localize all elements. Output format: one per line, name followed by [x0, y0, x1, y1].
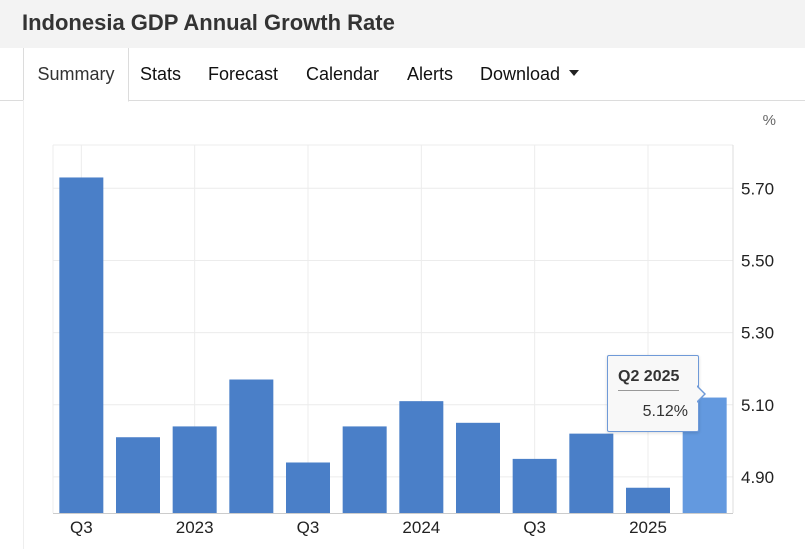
y-tick-label: 5.30 — [741, 324, 774, 343]
tab-summary[interactable]: Summary — [23, 48, 129, 102]
axes: 4.90 5.10 5.30 5.50 5.70 Q3 2023 Q3 2024 Q3 2025 — [53, 179, 774, 537]
y-tick-label: 5.70 — [741, 179, 774, 198]
bar-q4-2024[interactable] — [569, 433, 614, 513]
x-tick-label: Q3 — [523, 518, 546, 537]
bar-q2-2023[interactable] — [229, 379, 274, 513]
bar-q1-2023[interactable] — [172, 426, 217, 513]
tab-bar: Summary Stats Forecast Calendar Alerts D… — [0, 48, 805, 102]
y-tick-label: 5.50 — [741, 251, 774, 270]
tooltip-pointer-fill — [696, 386, 704, 402]
x-tick-label: 2025 — [629, 518, 667, 537]
tab-alerts[interactable]: Alerts — [407, 64, 454, 84]
tooltip-period: Q2 2025 — [618, 368, 680, 391]
y-tick-label: 4.90 — [741, 468, 774, 487]
y-axis-unit: % — [763, 112, 776, 129]
bar-q4-2022[interactable] — [116, 437, 160, 513]
page-header: Indonesia GDP Annual Growth Rate — [0, 0, 805, 49]
tab-download[interactable]: Download — [480, 48, 580, 100]
tooltip-value: 5.12% — [642, 403, 688, 420]
chart-tooltip: Q2 2025 5.12% — [607, 355, 699, 432]
caret-down-icon — [569, 70, 580, 77]
x-tick-label: 2024 — [402, 518, 440, 537]
tab-calendar[interactable]: Calendar — [306, 64, 380, 84]
page-title: Indonesia GDP Annual Growth Rate — [22, 10, 395, 35]
bar-q4-2023[interactable] — [342, 426, 387, 513]
x-tick-label: Q3 — [297, 518, 320, 537]
tab-forecast[interactable]: Forecast — [208, 64, 279, 84]
tab-download-label: Download — [480, 64, 561, 84]
bars — [59, 177, 727, 513]
bar-q2-2024[interactable] — [456, 422, 500, 513]
y-tick-label: 5.10 — [741, 396, 774, 415]
bar-q3-2023[interactable] — [286, 462, 330, 513]
x-tick-label: Q3 — [70, 518, 93, 537]
tab-stats[interactable]: Stats — [140, 64, 182, 84]
bar-q3-2024[interactable] — [512, 458, 557, 513]
bar-q1-2024[interactable] — [399, 401, 444, 513]
bar-q1-2025[interactable] — [626, 487, 670, 513]
panel-border — [23, 100, 24, 549]
x-tick-label: 2023 — [176, 518, 214, 537]
bar-q3-2022[interactable] — [59, 177, 104, 513]
